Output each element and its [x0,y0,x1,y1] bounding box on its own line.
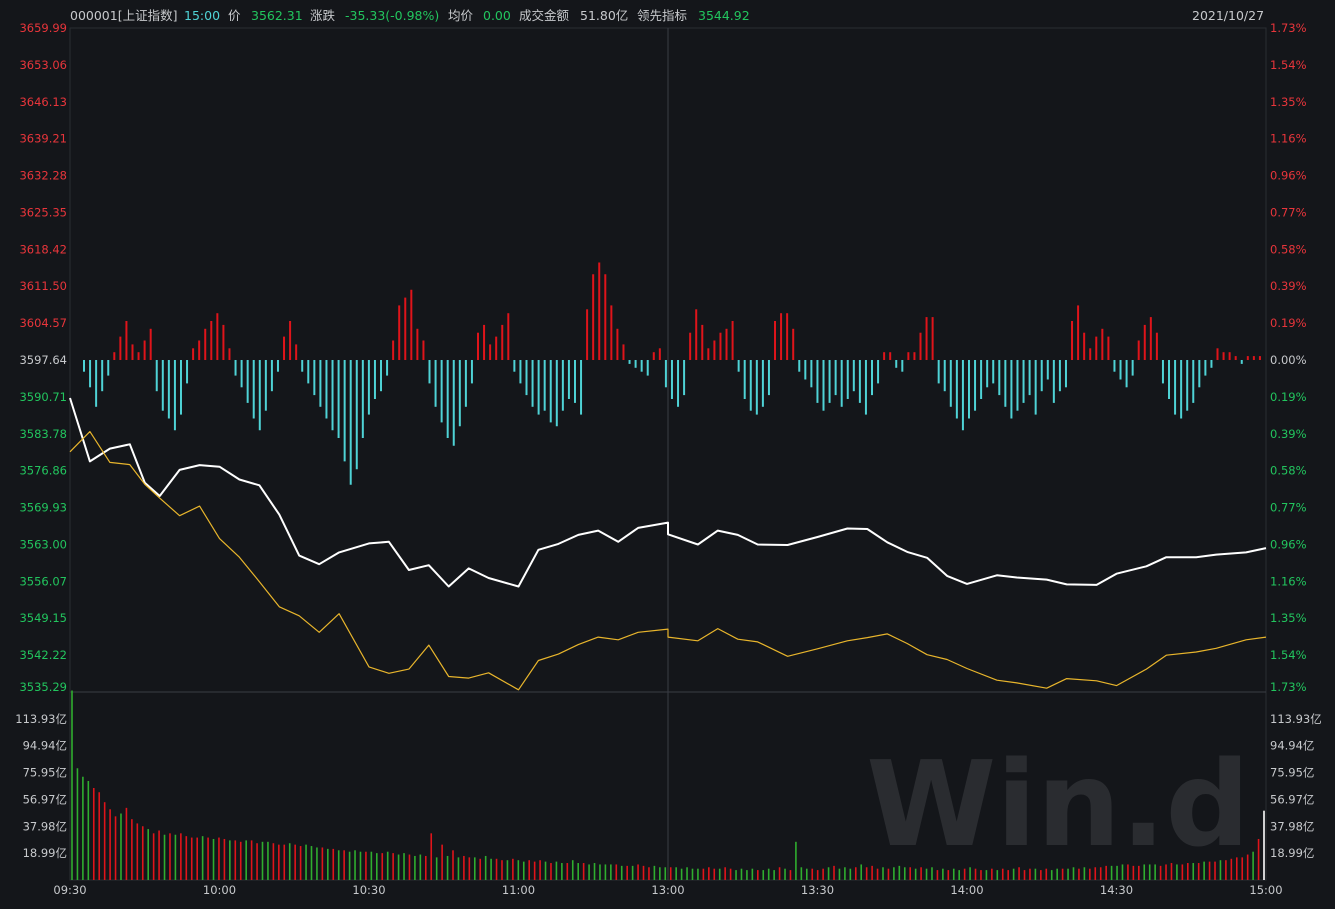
price-tick-label: 3542.22 [19,648,67,662]
time-tick-label: 10:30 [352,883,385,897]
volume-tick-label: 94.94亿 [1270,739,1314,753]
price-tick-label: 3611.50 [19,279,67,293]
time-tick-label: 15:00 [1249,883,1282,897]
avg-value: 0.00 [483,8,511,23]
pct-tick-label: 1.16% [1270,132,1307,146]
price-tick-label: 3653.06 [19,58,67,72]
price-tick-label: 3556.07 [19,574,67,588]
pct-tick-label: 1.35% [1270,611,1307,625]
lead-label: 领先指标 [637,8,688,23]
pct-tick-label: 0.39% [1270,427,1307,441]
volume-tick-label: 18.99亿 [23,846,67,860]
pct-tick-label: 0.00% [1270,353,1307,367]
grid [69,27,1267,881]
quote-time: 15:00 [184,8,221,23]
time-tick-label: 13:00 [651,883,684,897]
security-code: 000001[上证指数] [70,8,178,23]
axis-labels: 3659.99 1.73% 3653.06 1.54% 3646.13 1.35% 3639… [15,21,1322,897]
price-value: 3562.31 [251,8,303,23]
price-tick-label: 3625.35 [19,205,67,219]
pct-tick-label: 0.19% [1270,316,1307,330]
watermark: Win.d [866,735,1250,873]
lead-indicator-line [69,431,1267,691]
price-tick-label: 3569.93 [19,501,67,515]
pct-tick-label: 0.58% [1270,464,1307,478]
volume-tick-label: 18.99亿 [1270,846,1314,860]
lead-indicator-bars [83,262,1261,485]
pct-tick-label: 1.73% [1270,21,1307,35]
time-tick-label: 13:30 [801,883,834,897]
pct-tick-label: 1.16% [1270,574,1307,588]
volume-tick-label: 94.94亿 [23,739,67,753]
time-tick-label: 14:30 [1100,883,1133,897]
pct-tick-label: 0.58% [1270,242,1307,256]
price-tick-label: 3549.15 [19,611,67,625]
pct-tick-label: 0.39% [1270,279,1307,293]
price-tick-label: 3639.21 [19,132,67,146]
quote-date: 2021/10/27 [1192,8,1265,23]
volume-tick-label: 37.98亿 [1270,819,1314,833]
volume-bars [71,690,1265,880]
volume-tick-label: 113.93亿 [1270,712,1322,726]
volume-tick-label: 75.95亿 [23,766,67,780]
time-tick-label: 09:30 [53,883,86,897]
price-tick-label: 3535.29 [19,680,67,694]
pct-tick-label: 0.19% [1270,390,1307,404]
change-label: 涨跌 [310,8,336,23]
turnover-value: 51.80亿 [580,8,629,23]
volume-tick-label: 113.93亿 [15,712,67,726]
volume-tick-label: 56.97亿 [23,792,67,806]
lead-value: 3544.92 [698,8,750,23]
volume-tick-label: 56.97亿 [1270,792,1314,806]
price-tick-label: 3590.71 [19,390,67,404]
volume-tick-label: 37.98亿 [23,819,67,833]
price-tick-label: 3604.57 [19,316,67,330]
price-tick-label: 3659.99 [19,21,67,35]
pct-tick-label: 1.73% [1270,680,1307,694]
price-tick-label: 3646.13 [19,95,67,109]
price-tick-label: 3632.28 [19,169,67,183]
price-tick-label: 3576.86 [19,464,67,478]
pct-tick-label: 0.77% [1270,205,1307,219]
time-tick-label: 14:00 [950,883,983,897]
price-label: 价 [228,8,241,23]
quote-header: 000001[上证指数] 15:00 价 3562.31 涨跌 -35.33(-… [0,0,1335,28]
time-tick-label: 10:00 [203,883,236,897]
price-line [69,397,1267,588]
change-value: -35.33(-0.98%) [345,8,440,23]
pct-tick-label: 0.96% [1270,537,1307,551]
price-tick-label: 3583.78 [19,427,67,441]
pct-tick-label: 0.96% [1270,169,1307,183]
pct-tick-label: 1.35% [1270,95,1307,109]
pct-tick-label: 1.54% [1270,58,1307,72]
price-tick-label: 3563.00 [19,537,67,551]
volume-tick-label: 75.95亿 [1270,766,1314,780]
price-tick-label: 3597.64 [19,353,67,367]
price-tick-label: 3618.42 [19,242,67,256]
avg-label: 均价 [448,8,474,23]
turnover-label: 成交金额 [519,8,570,23]
pct-tick-label: 0.77% [1270,501,1307,515]
pct-tick-label: 1.54% [1270,648,1307,662]
time-tick-label: 11:00 [502,883,535,897]
price-lines [69,397,1267,691]
